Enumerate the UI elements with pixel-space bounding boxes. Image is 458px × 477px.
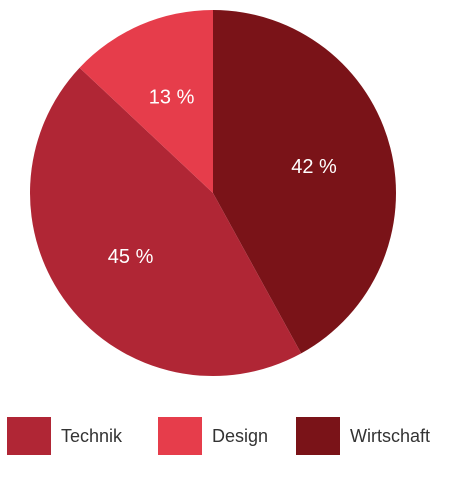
pie-slice-labels: 42 % 45 % 13 % [108, 86, 337, 268]
pie-slice-technik [30, 67, 302, 376]
pie-label-wirtschaft: 42 % [291, 156, 337, 178]
pie-label-technik: 45 % [108, 246, 154, 268]
legend-item-wirtschaft: Wirtschaft [296, 417, 430, 455]
legend-item-design: Design [158, 417, 268, 455]
pie-label-design: 13 % [149, 86, 195, 108]
legend-label-technik: Technik [61, 425, 123, 446]
legend-item-technik: Technik [7, 417, 122, 455]
legend-label-wirtschaft: Wirtschaft [350, 425, 431, 446]
pie-chart: 42 % 45 % 13 % [30, 10, 396, 376]
legend-swatch-technik [7, 417, 51, 455]
pie-slice-design [79, 10, 213, 193]
pie-slice-wirtschaft [213, 10, 396, 354]
legend-swatch-wirtschaft [296, 417, 340, 455]
pie-slices [30, 10, 396, 376]
legend-label-design: Design [212, 425, 269, 446]
legend: Technik Design Wirtschaft [0, 417, 458, 467]
legend-swatch-design [158, 417, 202, 455]
